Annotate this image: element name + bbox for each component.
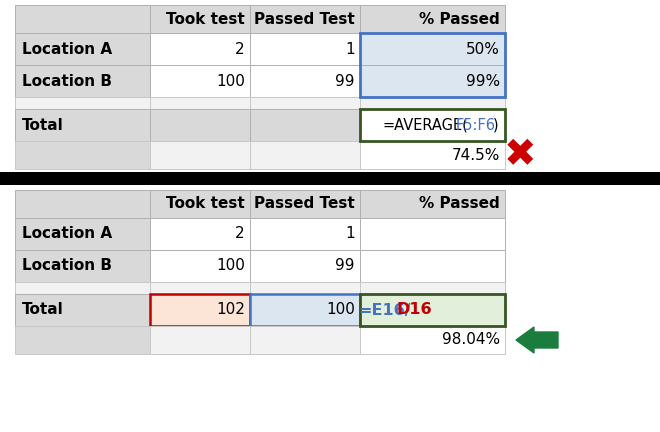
Text: 99: 99 — [335, 258, 355, 273]
Text: 99%: 99% — [466, 73, 500, 89]
Bar — [360, 326, 505, 354]
Text: 102: 102 — [216, 302, 245, 318]
Text: ✖: ✖ — [504, 136, 537, 174]
FancyArrow shape — [516, 327, 558, 353]
Text: 2: 2 — [236, 226, 245, 241]
Bar — [250, 5, 360, 33]
Bar — [15, 190, 150, 218]
Bar — [360, 109, 505, 141]
Bar — [360, 33, 505, 65]
Bar — [15, 141, 150, 169]
Bar — [360, 97, 505, 109]
Bar — [150, 141, 250, 169]
Text: 98.04%: 98.04% — [442, 333, 500, 347]
Text: Location A: Location A — [22, 41, 112, 57]
Bar — [250, 97, 360, 109]
Text: % Passed: % Passed — [419, 197, 500, 212]
Bar — [250, 190, 360, 218]
Bar — [150, 109, 250, 141]
Bar — [360, 33, 505, 97]
Bar — [15, 97, 150, 109]
Bar — [360, 5, 505, 33]
Text: 1: 1 — [345, 226, 355, 241]
Text: =E16/: =E16/ — [358, 302, 411, 318]
Bar — [15, 33, 150, 65]
Bar — [360, 190, 505, 218]
Text: F5:F6: F5:F6 — [455, 118, 496, 133]
Text: 100: 100 — [216, 258, 245, 273]
Bar — [150, 190, 250, 218]
Bar — [15, 218, 150, 250]
Bar — [15, 250, 150, 282]
Bar — [360, 218, 505, 250]
Bar — [250, 33, 360, 65]
Text: ): ) — [492, 118, 498, 133]
Text: Location A: Location A — [22, 226, 112, 241]
Text: Location B: Location B — [22, 258, 112, 273]
Bar — [150, 5, 250, 33]
Bar — [15, 5, 150, 33]
Bar — [15, 294, 150, 326]
Bar — [150, 294, 250, 326]
Text: 1: 1 — [345, 41, 355, 57]
Bar — [150, 250, 250, 282]
Bar — [150, 326, 250, 354]
Text: Total: Total — [22, 118, 64, 133]
Text: Took test: Took test — [166, 197, 245, 212]
Bar — [360, 282, 505, 294]
Bar — [250, 326, 360, 354]
Bar — [360, 250, 505, 282]
Bar — [15, 326, 150, 354]
Bar — [250, 250, 360, 282]
Text: Passed Test: Passed Test — [254, 197, 355, 212]
Bar — [150, 282, 250, 294]
Text: Location B: Location B — [22, 73, 112, 89]
Bar — [360, 294, 505, 326]
Text: Took test: Took test — [166, 12, 245, 26]
Bar — [150, 97, 250, 109]
Bar — [360, 65, 505, 97]
Bar — [15, 282, 150, 294]
Bar — [250, 109, 360, 141]
Bar — [250, 294, 360, 326]
Text: =AVERAGE(: =AVERAGE( — [382, 118, 468, 133]
Bar — [250, 218, 360, 250]
Bar — [15, 109, 150, 141]
Text: Total: Total — [22, 302, 64, 318]
Text: 100: 100 — [326, 302, 355, 318]
Text: 99: 99 — [335, 73, 355, 89]
Text: 50%: 50% — [466, 41, 500, 57]
Text: % Passed: % Passed — [419, 12, 500, 26]
Text: Passed Test: Passed Test — [254, 12, 355, 26]
Bar — [250, 65, 360, 97]
Bar — [150, 65, 250, 97]
Text: 100: 100 — [216, 73, 245, 89]
Bar — [0, 172, 660, 185]
Text: D16: D16 — [396, 302, 432, 318]
Bar — [250, 282, 360, 294]
Bar — [15, 65, 150, 97]
Text: 74.5%: 74.5% — [451, 147, 500, 162]
Bar — [150, 218, 250, 250]
Text: 2: 2 — [236, 41, 245, 57]
Bar — [360, 141, 505, 169]
Bar — [150, 33, 250, 65]
Bar — [250, 141, 360, 169]
